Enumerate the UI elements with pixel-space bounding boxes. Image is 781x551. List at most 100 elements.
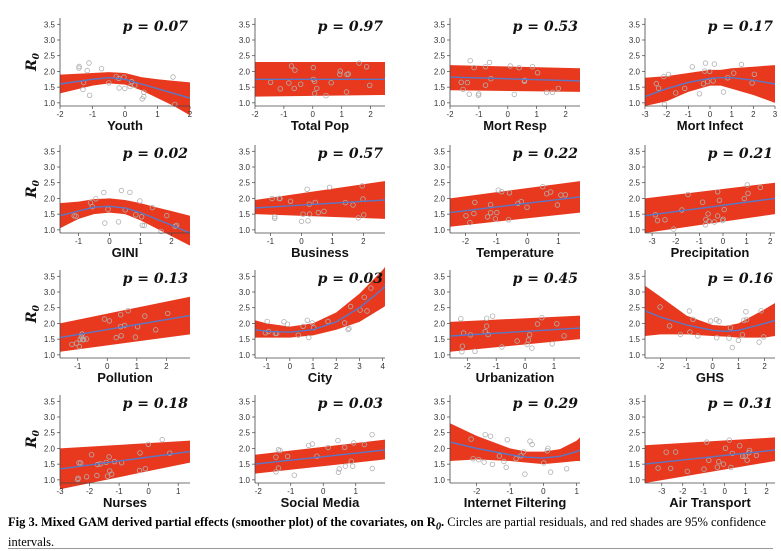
residual-point <box>501 458 507 465</box>
y-tick-label: 1.5 <box>239 335 251 344</box>
residual-point <box>744 182 750 188</box>
residual-point <box>344 71 350 78</box>
x-tick-label: -2 <box>657 362 665 371</box>
residual-point <box>136 467 143 474</box>
x-tick-label: -2 <box>663 110 671 119</box>
x-tick-label: 1 <box>135 362 140 371</box>
residual-point <box>101 189 107 196</box>
x-tick-label: 0 <box>721 237 726 246</box>
x-tick-label: 0 <box>525 237 530 246</box>
residual-point <box>342 463 349 469</box>
residual-point <box>347 303 354 310</box>
residual-point <box>275 465 282 471</box>
p-value: p = 0.03 <box>318 271 384 287</box>
y-tick-label: 2.5 <box>629 52 641 61</box>
residual-point <box>467 219 473 226</box>
residual-point <box>541 460 547 466</box>
confidence-band <box>450 423 580 465</box>
residual-point <box>554 321 560 327</box>
y-tick-label: 2.5 <box>434 304 446 313</box>
residual-point <box>544 89 550 96</box>
y-tick-label: 3.0 <box>629 413 641 422</box>
residual-point <box>496 453 502 459</box>
residual-point <box>337 71 343 77</box>
residual-point <box>471 64 477 71</box>
residual-point <box>654 217 661 224</box>
residual-point <box>115 219 122 225</box>
y-tick-label: 1.0 <box>434 226 446 235</box>
fit-line <box>59 76 191 99</box>
residual-point <box>743 317 750 323</box>
x-tick-label: 1 <box>354 487 359 496</box>
x-tick-label: 0 <box>123 110 128 119</box>
x-axis-label: Social Media <box>281 495 361 510</box>
residual-point <box>341 320 348 326</box>
residual-point <box>503 464 509 470</box>
x-tick-label: -1 <box>685 110 693 119</box>
residual-point <box>707 68 713 75</box>
y-tick-label: 1.0 <box>44 476 56 485</box>
panel-pollution: 1.0 1.5 2.0 2.5 3.0 3.5 -1 0 1 2 p = 0.13 Pollution… <box>24 270 191 385</box>
x-tick-label: 0 <box>107 237 112 246</box>
x-tick-label: -3 <box>649 237 657 246</box>
y-tick-label: 2.0 <box>629 194 641 203</box>
x-tick-label: 0 <box>288 362 293 371</box>
x-tick-label: -2 <box>251 110 259 119</box>
residual-point <box>685 191 691 198</box>
x-tick-label: 2 <box>563 110 568 119</box>
y-tick-label: 2.5 <box>44 304 56 313</box>
residual-point <box>721 206 727 213</box>
residual-point <box>298 218 305 225</box>
x-tick-label: 1 <box>743 487 748 496</box>
residual-point <box>668 465 674 472</box>
x-tick-label: -1 <box>263 362 271 371</box>
residual-point <box>356 60 362 66</box>
residual-point <box>534 70 541 76</box>
residual-point <box>482 432 488 438</box>
y-tick-label: 3.0 <box>434 413 446 422</box>
residual-point <box>489 461 496 468</box>
y-tick-label: 3.5 <box>434 147 446 156</box>
residual-point <box>158 228 164 235</box>
residual-point <box>526 332 533 338</box>
residual-point <box>348 458 354 464</box>
x-axis-label: Youth <box>107 118 143 133</box>
y-tick-label: 3.5 <box>44 272 56 281</box>
residual-point <box>287 198 294 204</box>
residual-point <box>484 315 490 321</box>
x-tick-label: 0 <box>506 110 511 119</box>
residual-point <box>336 466 342 472</box>
x-tick-label: 2 <box>768 237 773 246</box>
residual-point <box>483 323 490 329</box>
p-value: p = 0.17 <box>708 19 774 35</box>
panel-mort-resp: 1.0 1.5 2.0 2.5 3.0 3.5 -2 -1 0 1 2 p = 0.53 Mort Re… <box>434 18 581 133</box>
residual-point <box>361 441 368 448</box>
residual-point <box>728 464 734 471</box>
residual-point <box>673 90 679 96</box>
x-tick-label: 1 <box>556 237 561 246</box>
residual-point <box>520 449 527 455</box>
residual-point <box>291 85 297 92</box>
y-tick-label: 1.0 <box>239 351 251 360</box>
confidence-band <box>645 437 775 483</box>
fit-line <box>254 199 386 209</box>
residual-point <box>472 348 478 354</box>
x-tick-label: 0 <box>523 362 528 371</box>
x-tick-label: 1 <box>311 362 316 371</box>
x-axis-label: Urbanization <box>476 370 555 385</box>
y-tick-label: 3.0 <box>239 163 251 172</box>
y-tick-label: 3.5 <box>239 397 251 406</box>
x-axis-label: Precipitation <box>671 245 750 260</box>
y-tick-label: 3.5 <box>44 147 56 156</box>
residual-point <box>743 309 749 315</box>
y-tick-label: 2.5 <box>44 429 56 438</box>
residual-point <box>281 319 287 325</box>
bottom-rule <box>8 548 773 549</box>
p-value: p = 0.45 <box>513 271 578 287</box>
residual-point <box>321 208 327 214</box>
y-tick-label: 3.5 <box>434 272 446 281</box>
panel-total-pop: 1.0 1.5 2.0 2.5 3.0 3.5 -2 -1 0 1 2 p = 0.97 Total P… <box>239 18 385 133</box>
confidence-band <box>645 65 775 106</box>
fit-line <box>449 196 581 214</box>
y-tick-label: 3.0 <box>44 163 56 172</box>
